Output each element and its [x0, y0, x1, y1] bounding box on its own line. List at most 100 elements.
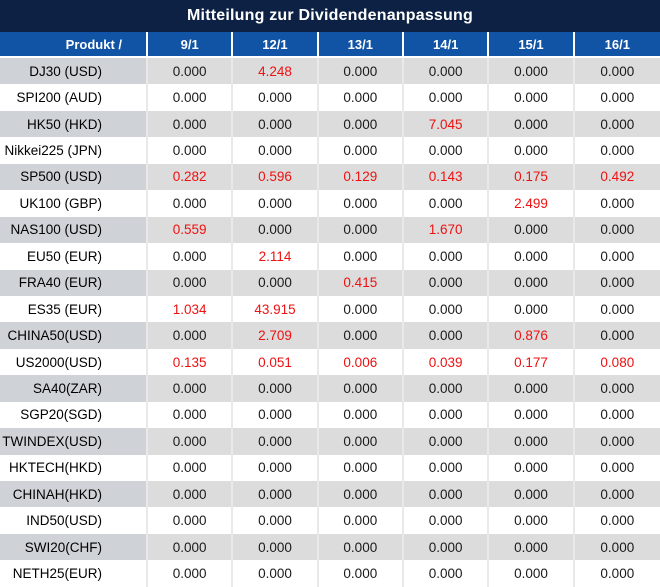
- value-cell: 0.000: [404, 269, 490, 296]
- value-cell: 0.143: [404, 163, 490, 191]
- value-cell: 0.000: [574, 322, 660, 349]
- value-cell: 0.415: [318, 269, 404, 296]
- value-cell: 0.000: [404, 401, 490, 429]
- value-cell: 0.000: [233, 560, 319, 587]
- value-cell: 0.000: [489, 560, 575, 587]
- column-header-product: Produkt /: [0, 32, 148, 58]
- column-header-date: 13/1: [318, 32, 404, 58]
- value-cell: 0.000: [489, 533, 575, 561]
- value-cell: 0.000: [404, 84, 490, 111]
- value-cell: 0.000: [489, 269, 575, 296]
- value-cell: 0.000: [318, 295, 404, 323]
- value-cell: 0.559: [148, 216, 234, 244]
- value-cell: 0.000: [574, 560, 660, 587]
- value-cell: 0.000: [148, 110, 234, 138]
- value-cell: 0.000: [318, 375, 404, 402]
- column-header-date: 15/1: [489, 32, 575, 58]
- value-cell: 0.000: [148, 84, 234, 111]
- value-cell: 1.670: [404, 216, 490, 244]
- value-cell: 0.000: [574, 190, 660, 217]
- value-cell: 0.000: [148, 481, 234, 508]
- value-cell: 0.000: [148, 58, 234, 85]
- product-cell: SWI20(CHF): [0, 533, 148, 561]
- value-cell: 0.000: [489, 58, 575, 85]
- value-cell: 0.492: [574, 163, 660, 191]
- value-cell: 4.248: [233, 58, 319, 85]
- value-cell: 0.000: [489, 243, 575, 270]
- product-cell: ES35 (EUR): [0, 295, 148, 323]
- value-cell: 0.596: [233, 163, 319, 191]
- value-cell: 0.000: [233, 481, 319, 508]
- value-cell: 0.000: [318, 560, 404, 587]
- value-cell: 0.129: [318, 163, 404, 191]
- column-header-date: 16/1: [574, 32, 660, 58]
- product-cell: DJ30 (USD): [0, 58, 148, 85]
- product-cell: CHINA50(USD): [0, 322, 148, 349]
- value-cell: 0.282: [148, 163, 234, 191]
- value-cell: 0.000: [489, 295, 575, 323]
- value-cell: 2.499: [489, 190, 575, 217]
- value-cell: 2.709: [233, 322, 319, 349]
- value-cell: 0.000: [404, 295, 490, 323]
- value-cell: 0.000: [489, 401, 575, 429]
- value-cell: 0.000: [233, 375, 319, 402]
- value-cell: 0.000: [489, 507, 575, 534]
- product-cell: SGP20(SGD): [0, 401, 148, 429]
- value-cell: 0.000: [233, 110, 319, 138]
- value-cell: 0.000: [404, 322, 490, 349]
- value-cell: 0.000: [233, 454, 319, 481]
- value-cell: 0.000: [318, 243, 404, 270]
- value-cell: 0.000: [318, 322, 404, 349]
- product-cell: FRA40 (EUR): [0, 269, 148, 296]
- value-cell: 0.000: [148, 375, 234, 402]
- value-cell: 0.000: [233, 216, 319, 244]
- value-cell: 0.000: [574, 533, 660, 561]
- value-cell: 0.000: [318, 58, 404, 85]
- value-cell: 0.000: [404, 428, 490, 455]
- product-cell: TWINDEX(USD): [0, 428, 148, 455]
- value-cell: 0.000: [489, 454, 575, 481]
- value-cell: 0.000: [148, 533, 234, 561]
- value-cell: 0.000: [574, 481, 660, 508]
- value-cell: 0.006: [318, 348, 404, 376]
- product-cell: CHINAH(HKD): [0, 481, 148, 508]
- value-cell: 0.000: [233, 190, 319, 217]
- value-cell: 0.000: [404, 560, 490, 587]
- value-cell: 1.034: [148, 295, 234, 323]
- value-cell: 0.000: [489, 84, 575, 111]
- value-cell: 0.000: [233, 401, 319, 429]
- product-cell: SPI200 (AUD): [0, 84, 148, 111]
- product-cell: HK50 (HKD): [0, 110, 148, 138]
- value-cell: 0.000: [574, 269, 660, 296]
- value-cell: 0.000: [574, 428, 660, 455]
- product-cell: HKTECH(HKD): [0, 454, 148, 481]
- column-header-date: 9/1: [148, 32, 234, 58]
- value-cell: 0.000: [233, 507, 319, 534]
- value-cell: 0.000: [318, 507, 404, 534]
- value-cell: 0.876: [489, 322, 575, 349]
- value-cell: 0.000: [233, 269, 319, 296]
- value-cell: 0.000: [574, 375, 660, 402]
- column-header-date: 14/1: [404, 32, 490, 58]
- value-cell: 0.000: [489, 137, 575, 164]
- product-cell: Nikkei225 (JPN): [0, 137, 148, 164]
- product-cell: SP500 (USD): [0, 163, 148, 191]
- value-cell: 0.000: [489, 110, 575, 138]
- value-cell: 0.000: [148, 190, 234, 217]
- product-cell: NETH25(EUR): [0, 560, 148, 587]
- value-cell: 0.000: [233, 137, 319, 164]
- product-cell: US2000(USD): [0, 348, 148, 376]
- value-cell: 0.000: [574, 110, 660, 138]
- value-cell: 0.000: [574, 401, 660, 429]
- value-cell: 0.135: [148, 348, 234, 376]
- value-cell: 0.000: [318, 190, 404, 217]
- value-cell: 0.000: [574, 137, 660, 164]
- value-cell: 0.000: [404, 454, 490, 481]
- value-cell: 0.000: [574, 243, 660, 270]
- value-cell: 0.000: [574, 216, 660, 244]
- value-cell: 0.000: [574, 454, 660, 481]
- value-cell: 0.000: [148, 428, 234, 455]
- value-cell: 0.000: [148, 454, 234, 481]
- product-cell: IND50(USD): [0, 507, 148, 534]
- value-cell: 0.000: [318, 216, 404, 244]
